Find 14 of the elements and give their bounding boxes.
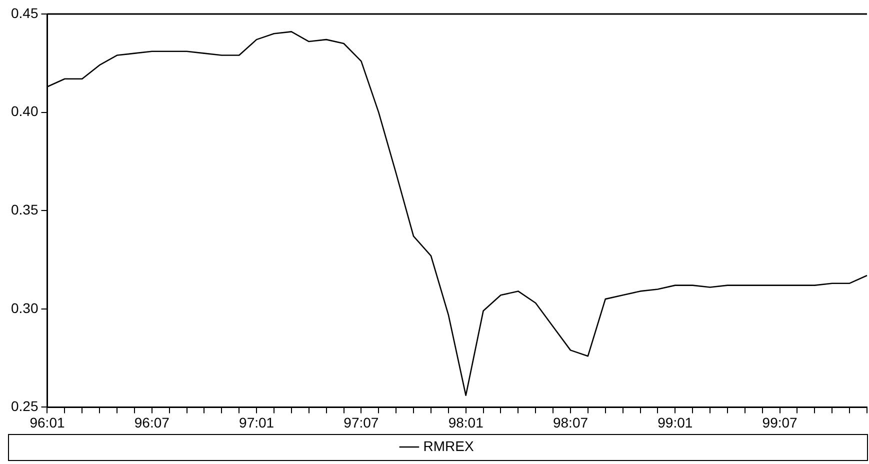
- y-tick-label: 0.25: [11, 398, 38, 414]
- x-tick-label: 96:01: [30, 414, 65, 430]
- x-tick-label: 99:01: [658, 414, 693, 430]
- y-tick-label: 0.35: [11, 201, 38, 218]
- y-tick-label: 0.30: [11, 300, 38, 316]
- legend-label: RMREX: [423, 438, 474, 454]
- x-tick-label: 96:07: [134, 414, 170, 430]
- x-tick-label: 97:07: [344, 414, 379, 430]
- x-tick-label: 97:01: [239, 414, 274, 430]
- y-tick-label: 0.45: [11, 4, 38, 21]
- x-tick-label: 98:07: [552, 414, 588, 430]
- y-tick-label: 0.40: [11, 103, 38, 120]
- x-tick-label: 98:01: [448, 414, 484, 430]
- x-tick-label: 99:07: [762, 414, 798, 430]
